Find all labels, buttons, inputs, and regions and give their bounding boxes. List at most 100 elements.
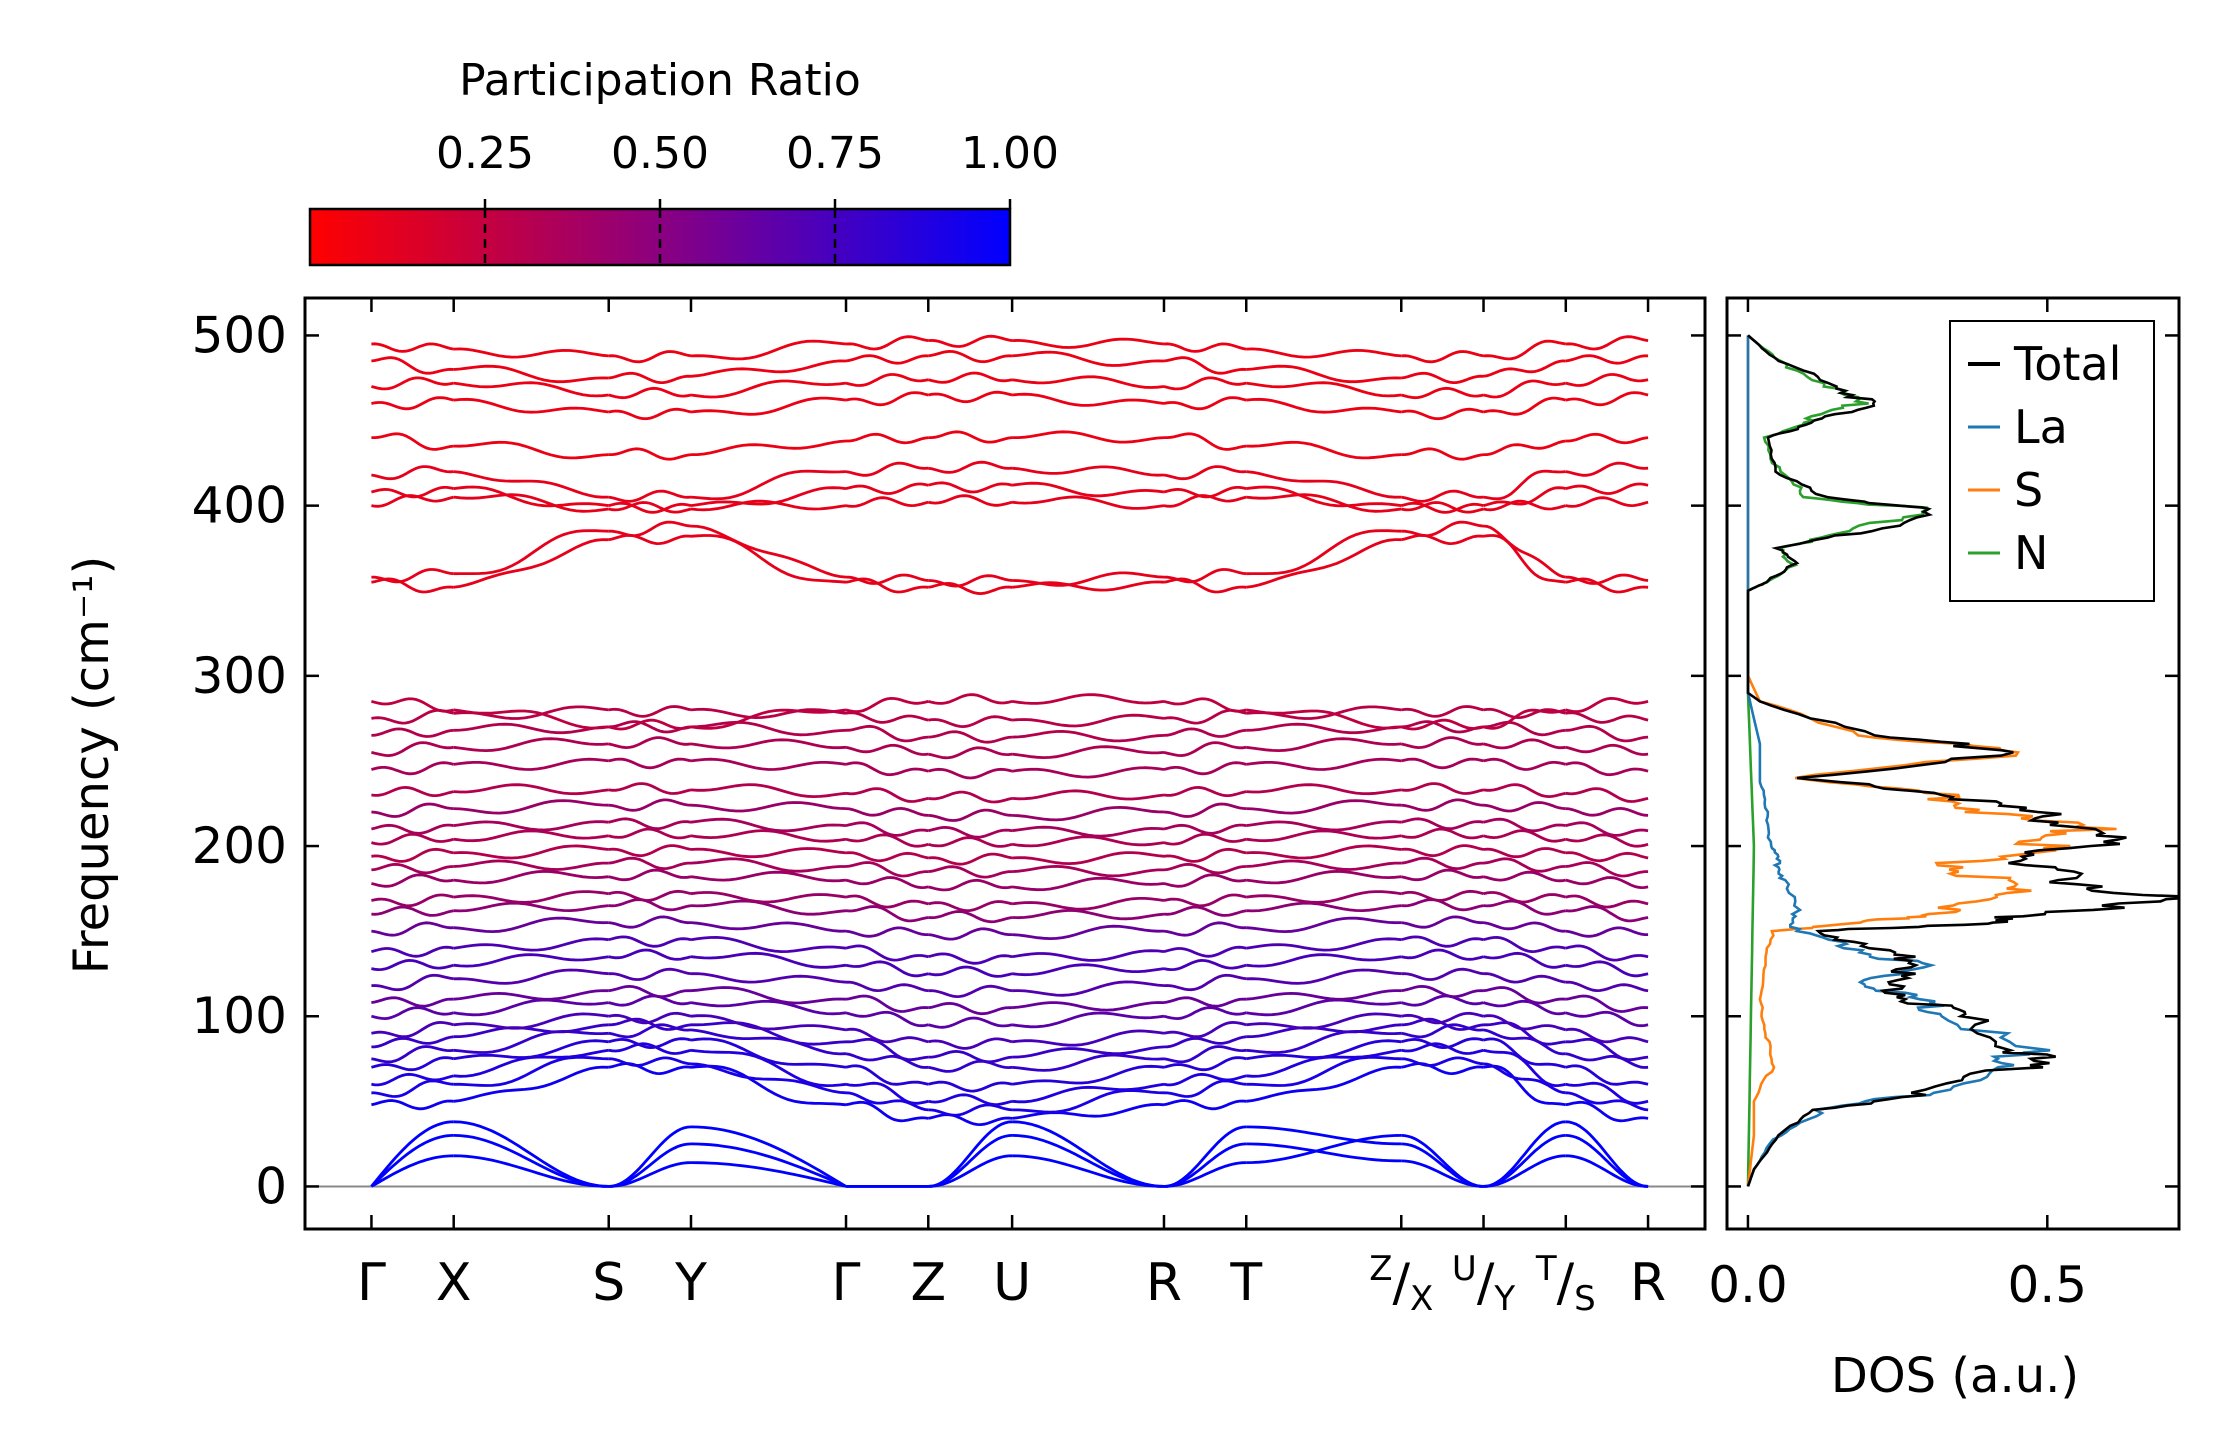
band-line [1246, 890, 1402, 904]
band-line [370, 1134, 454, 1188]
band-line [1565, 980, 1649, 993]
band-line [928, 1154, 1013, 1188]
band-line [1483, 921, 1566, 933]
band-line [608, 915, 692, 929]
band-line [1565, 1064, 1649, 1086]
band-line [928, 574, 1013, 588]
band-line [690, 986, 847, 1005]
band-line [371, 893, 455, 908]
band-line [1400, 736, 1484, 750]
band-line [453, 1012, 609, 1030]
band-line [1012, 1089, 1165, 1114]
band-line [927, 1080, 1013, 1093]
band-line [1163, 847, 1247, 863]
band-line [608, 868, 692, 882]
band-line [371, 342, 454, 353]
band-line [608, 1037, 692, 1050]
band-line [371, 1006, 455, 1021]
band-line [1011, 897, 1165, 911]
band-line [845, 1010, 929, 1028]
band-line [690, 1014, 847, 1032]
band-line [371, 1072, 455, 1087]
band-line [845, 696, 929, 714]
band-y-tick-label: 500 [192, 306, 287, 364]
band-line [690, 999, 847, 1016]
band-line [928, 334, 1013, 348]
band-line [1163, 356, 1247, 375]
band-line [1011, 876, 1165, 892]
band-line [1246, 397, 1402, 414]
band-line [1565, 1120, 1649, 1188]
band-line [690, 720, 847, 737]
band-line [1246, 1125, 1402, 1146]
band-line [690, 857, 846, 873]
band-line [608, 501, 692, 514]
band-line [1246, 968, 1402, 985]
band-line [453, 397, 609, 414]
band-line [370, 1120, 454, 1188]
band-line [608, 1011, 692, 1025]
band-line [845, 861, 929, 878]
band-line [608, 501, 692, 514]
band-line [927, 746, 1013, 760]
band-line [1012, 1120, 1165, 1188]
band-line [1565, 1100, 1649, 1123]
band-line [371, 1035, 454, 1049]
band-line [453, 968, 609, 985]
band-line [371, 1056, 455, 1072]
band-line [608, 718, 692, 731]
band-line [1483, 738, 1566, 750]
band-line [1012, 864, 1164, 878]
band-line [1565, 432, 1649, 445]
band-line [928, 808, 1013, 822]
band-line [608, 371, 692, 384]
band-line [1246, 737, 1402, 753]
band-line [1012, 1045, 1165, 1059]
band-line [608, 994, 692, 1007]
band-line [1401, 1062, 1484, 1076]
band-line [1483, 1037, 1567, 1069]
band-line [928, 1134, 1013, 1188]
band-line [453, 757, 609, 771]
band-line [1565, 944, 1649, 962]
band-line [453, 708, 609, 730]
band-line [1483, 524, 1567, 579]
dos-x-tick-label: 0.0 [1708, 1256, 1788, 1314]
band-line [1163, 1056, 1247, 1072]
band-line [1163, 577, 1247, 594]
band-line [1012, 729, 1165, 743]
high-symmetry-label: R [1146, 1253, 1182, 1313]
band-line [608, 898, 692, 912]
band-line [690, 817, 847, 833]
band-line [1400, 386, 1484, 400]
band-line [1400, 889, 1484, 902]
band-line [1483, 783, 1567, 799]
band-line [1565, 905, 1649, 923]
band-line [1163, 1125, 1247, 1188]
band-line [371, 958, 455, 972]
band-line [1565, 1081, 1649, 1105]
band-line [690, 1064, 847, 1107]
band-line [1163, 741, 1247, 758]
band-line [845, 905, 929, 923]
band-line [1246, 485, 1402, 508]
band-line [845, 994, 929, 1013]
band-line [453, 989, 609, 1001]
band-lines [305, 334, 1705, 1188]
band-line [1012, 980, 1165, 997]
band-line [608, 984, 692, 998]
band-line [1565, 461, 1649, 477]
band-line [1011, 949, 1165, 962]
band-line [1565, 482, 1649, 495]
high-symmetry-label: T [1229, 1253, 1262, 1313]
band-line [845, 496, 929, 508]
band-y-tick-label: 300 [192, 647, 287, 705]
band-line [608, 844, 692, 858]
band-line [690, 1142, 847, 1188]
band-line [453, 1065, 609, 1103]
band-line [1163, 996, 1247, 1008]
band-line [928, 1001, 1013, 1016]
band-line [1246, 440, 1402, 460]
band-line [1401, 844, 1484, 858]
band-line [1565, 1010, 1649, 1028]
